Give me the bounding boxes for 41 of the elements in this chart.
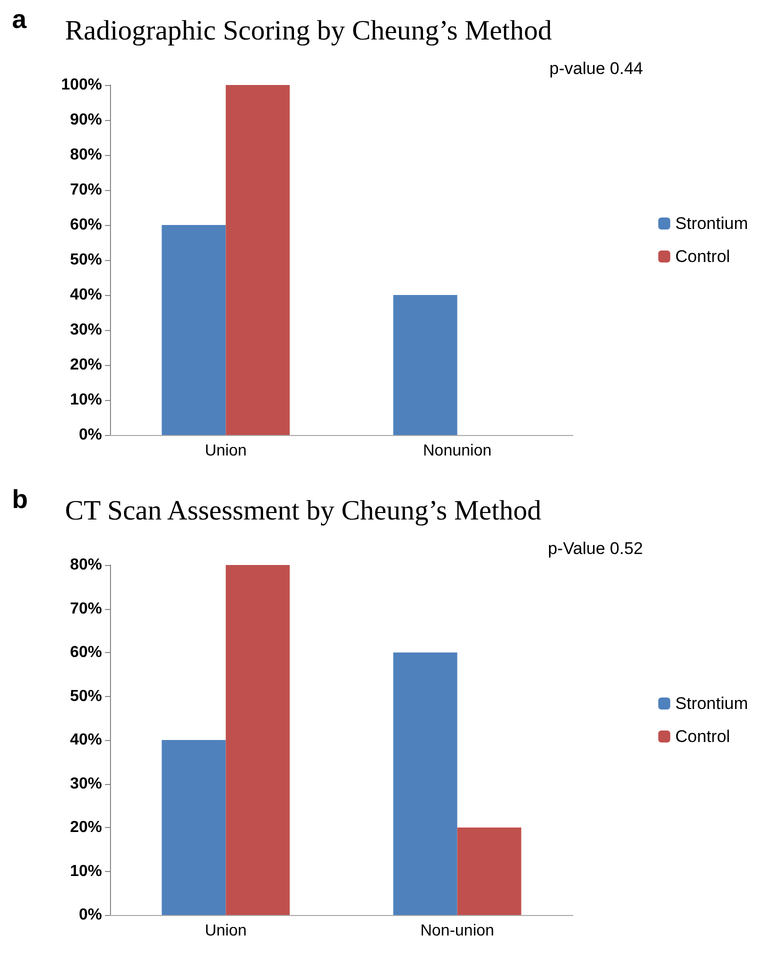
y-tick-label: 20% [70,819,102,836]
chart-title: CT Scan Assessment by Cheung’s Method [65,496,542,526]
y-tick-label: 10% [70,392,102,408]
y-tick-label: 50% [70,252,102,268]
y-tick-label: 30% [70,775,102,792]
bar [393,652,458,915]
y-tick-label: 100% [61,76,102,94]
x-tick-label: Non-union [420,922,494,940]
chart-title: Radiographic Scoring by Cheung’s Method [65,16,552,46]
y-tick-label: 60% [70,644,102,661]
y-tick-label: 70% [70,600,102,618]
y-tick-label: 50% [70,688,102,705]
y-tick-label: 0% [78,906,102,924]
legend-label: Control [675,727,730,746]
legend-label: Strontium [675,214,748,233]
y-tick-label: 70% [70,182,102,198]
y-tick-label: 0% [78,426,102,444]
x-tick-label: Union [204,922,247,940]
y-tick-label: 30% [70,322,102,338]
y-tick-label: 40% [70,286,102,304]
y-tick-label: 80% [70,556,102,574]
legend-label: Strontium [675,694,748,713]
x-tick-label: Union [204,442,247,460]
bar [226,565,290,915]
bar [162,225,226,435]
y-tick-label: 60% [70,216,102,234]
text: b [12,484,28,514]
bar [226,85,290,435]
text: p-Value 0.52 [548,539,644,558]
legend-label: Control [675,247,730,266]
y-tick-label: 80% [70,146,102,164]
bar [393,295,458,435]
bar [457,828,522,915]
y-tick-label: 40% [70,732,102,748]
y-tick-label: 90% [70,112,102,128]
y-tick-label: 20% [70,356,102,374]
y-tick-label: 10% [70,862,102,880]
text: a [12,4,27,34]
text: p-value 0.44 [549,59,644,78]
x-tick-label: Nonunion [423,442,492,460]
bar [162,740,226,915]
